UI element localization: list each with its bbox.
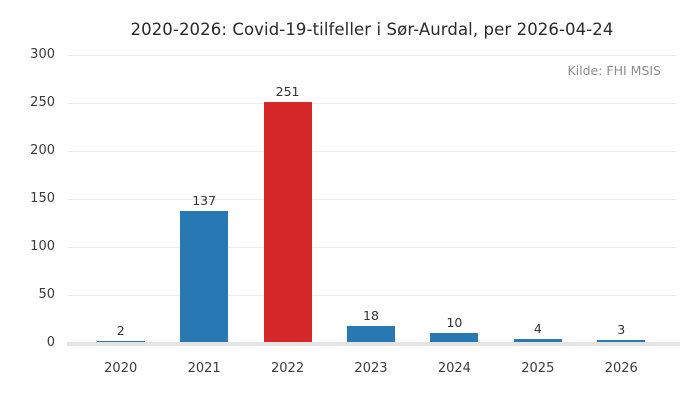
x-tick-label-2023: 2023 (354, 361, 388, 376)
bar-group-2023: 18 (329, 55, 412, 343)
plot-area: 2 137 251 18 10 4 3 (67, 54, 680, 346)
bar-2025 (513, 339, 562, 343)
x-axis-line (67, 342, 680, 346)
bar-group-2020: 2 (79, 55, 162, 343)
bar-group-2026: 3 (580, 55, 663, 343)
y-tick-label-100: 100 (30, 239, 55, 254)
bar-2023 (346, 326, 395, 343)
bar-value-label-2026: 3 (617, 322, 626, 337)
y-tick-label-250: 250 (30, 95, 55, 110)
bar-group-2022: 251 (246, 55, 329, 343)
gridline-y-100 (67, 246, 677, 248)
x-tick-label-2020: 2020 (104, 361, 138, 376)
gridline-y-250 (67, 102, 677, 104)
bar-value-label-2021: 137 (192, 193, 217, 208)
y-tick-label-300: 300 (30, 47, 55, 62)
y-tick-label-200: 200 (30, 143, 55, 158)
y-tick-label-150: 150 (30, 191, 55, 206)
bars-area: 2 137 251 18 10 4 3 (79, 55, 663, 343)
y-tick-label-0: 0 (46, 335, 55, 350)
gridline-y-150 (67, 198, 677, 200)
bar-group-2024: 10 (413, 55, 496, 343)
x-tick-label-2021: 2021 (187, 361, 221, 376)
bar-2022 (263, 102, 312, 343)
bar-value-label-2022: 251 (275, 84, 300, 99)
gridline-y-200 (67, 150, 677, 152)
bar-group-2025: 4 (496, 55, 579, 343)
gridline-y-50 (67, 294, 677, 296)
bar-2021 (180, 211, 229, 343)
bar-value-label-2020: 2 (116, 323, 125, 338)
x-tick-label-2022: 2022 (271, 361, 305, 376)
x-axis-labels: 2020 2021 2022 2023 2024 2025 2026 (79, 360, 663, 378)
y-tick-label-50: 50 (38, 287, 55, 302)
bar-value-label-2024: 10 (446, 315, 463, 330)
x-tick-label-2026: 2026 (604, 361, 638, 376)
bar-value-label-2023: 18 (363, 308, 379, 323)
source-note: Kilde: FHI MSIS (567, 63, 661, 78)
bar-group-2021: 137 (162, 55, 245, 343)
bar-2024 (430, 333, 479, 343)
gridline-y-300 (67, 54, 677, 56)
x-tick-label-2024: 2024 (437, 361, 471, 376)
bar-2026 (597, 340, 646, 343)
bar-value-label-2025: 4 (533, 321, 542, 336)
x-tick-label-2025: 2025 (521, 361, 555, 376)
chart-title: 2020-2026: Covid-19-tilfeller i Sør-Aurd… (130, 20, 614, 39)
